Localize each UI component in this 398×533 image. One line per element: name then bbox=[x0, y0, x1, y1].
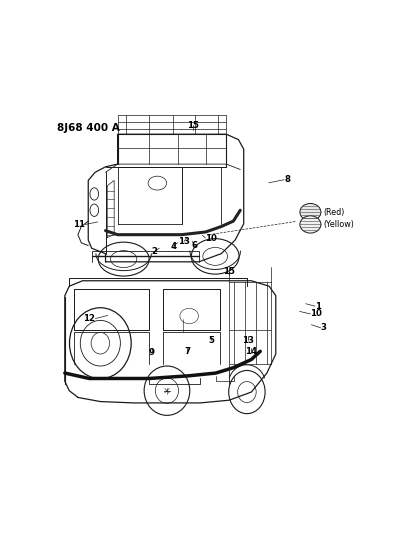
Ellipse shape bbox=[300, 216, 321, 233]
Text: 13: 13 bbox=[178, 237, 190, 246]
Text: 3: 3 bbox=[320, 324, 327, 332]
Text: 11: 11 bbox=[73, 220, 85, 229]
Text: 7: 7 bbox=[184, 348, 190, 357]
Text: 5: 5 bbox=[209, 336, 214, 345]
Text: 12: 12 bbox=[84, 314, 96, 323]
Text: 9: 9 bbox=[148, 348, 154, 357]
Text: 15: 15 bbox=[223, 267, 234, 276]
Ellipse shape bbox=[300, 204, 321, 221]
Text: 8J68 400 A: 8J68 400 A bbox=[57, 123, 120, 133]
Text: 15: 15 bbox=[187, 120, 199, 130]
Text: 10: 10 bbox=[205, 233, 217, 243]
Text: (Yellow): (Yellow) bbox=[323, 220, 354, 229]
Text: 4: 4 bbox=[170, 242, 176, 251]
Text: 2: 2 bbox=[152, 247, 158, 256]
Text: 8: 8 bbox=[284, 175, 290, 184]
Text: 13: 13 bbox=[242, 336, 254, 345]
Text: 10: 10 bbox=[310, 309, 322, 318]
Text: 14: 14 bbox=[245, 348, 257, 357]
Text: 6: 6 bbox=[192, 240, 198, 249]
Text: (Red): (Red) bbox=[323, 207, 345, 216]
Text: 1: 1 bbox=[315, 302, 321, 311]
